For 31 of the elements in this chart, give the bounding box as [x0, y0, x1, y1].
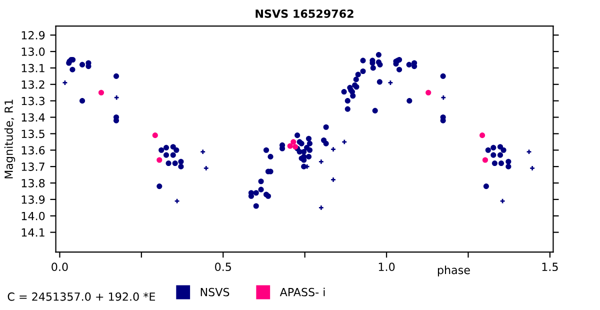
y-tick-label: 13.9 [22, 195, 45, 204]
y-tick-label: 13.8 [22, 178, 45, 188]
text: C = 2451357.0 + 192.0 *E [8, 292, 155, 301]
y-tick-label: 14.1 [22, 228, 44, 237]
point [480, 132, 486, 138]
y-tick-label: 13.3 [22, 96, 44, 106]
point [482, 157, 488, 163]
y-tick-label: 13.1 [22, 64, 44, 72]
point [156, 157, 162, 163]
y-tick-label: 12.9 [22, 31, 45, 40]
point [152, 132, 158, 138]
point [426, 90, 432, 96]
point [287, 143, 293, 149]
x-axis-title: phase [438, 266, 470, 276]
legend-label: NSVS [200, 288, 230, 296]
x-tick-label: 1.5 [542, 262, 558, 272]
point [290, 139, 296, 145]
y-tick-label: 13.4 [22, 113, 45, 122]
x-tick-label: 0.5 [215, 262, 231, 272]
y-tick-label: 13.0 [22, 47, 45, 56]
y-tick-label: 13.7 [22, 162, 44, 171]
chart-title: NSVS 16529762 [256, 9, 354, 18]
x-tick-label: 0.0 [52, 262, 68, 272]
y-axis-title: Magnitude, R1 [4, 100, 16, 178]
legend-label: APASS- i [280, 288, 325, 296]
y-tick-label: 13.5 [22, 130, 44, 138]
x-tick-label: 1.0 [378, 262, 395, 272]
point [98, 90, 104, 96]
y-tick-label: 14.0 [22, 212, 45, 220]
y-tick-label: 13.6 [22, 146, 45, 155]
y-tick-label: 13.2 [22, 80, 44, 89]
